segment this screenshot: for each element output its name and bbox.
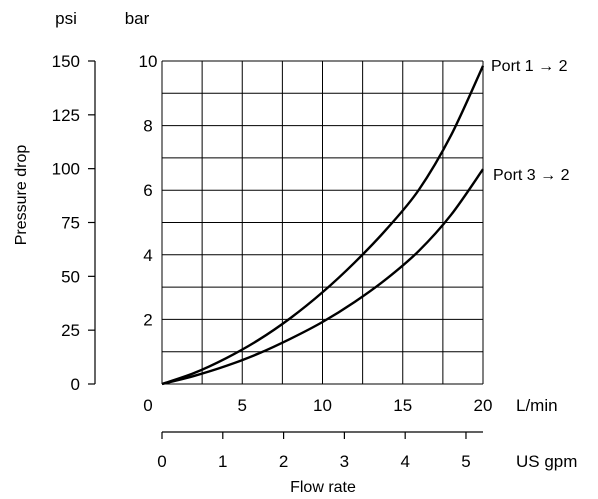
gpm-tick-label: 0 — [157, 452, 166, 471]
bar-unit-label: bar — [125, 9, 150, 28]
gpm-tick-label: 5 — [461, 452, 470, 471]
lpm-unit-label: L/min — [516, 396, 558, 415]
bar-tick-label: 4 — [143, 246, 152, 265]
lpm-tick-label: 5 — [238, 396, 247, 415]
series-lines — [161, 65, 485, 386]
gpm-tick-label: 4 — [400, 452, 409, 471]
series-label-port-1-2: Port 1 → 2 — [491, 58, 568, 75]
series-label-port-3-2: Port 3 → 2 — [493, 167, 570, 184]
bar-tick-label: 10 — [139, 52, 158, 71]
psi-unit-label: psi — [55, 9, 77, 28]
gpm-unit-label: US gpm — [516, 452, 577, 471]
bar-tick-label: 8 — [143, 117, 152, 136]
x-axis-title: Flow rate — [290, 479, 356, 496]
x-axes: 0 5 10 15 20 0 1 2 3 4 5 — [143, 396, 492, 471]
psi-tick-label: 25 — [61, 321, 80, 340]
gpm-tick-label: 1 — [218, 452, 227, 471]
psi-tick-label: 100 — [52, 160, 80, 179]
lpm-tick-label: 20 — [474, 396, 493, 415]
series-line-port-3-2 — [161, 168, 484, 386]
gpm-tick-label: 3 — [340, 452, 349, 471]
lpm-tick-label: 10 — [313, 396, 332, 415]
psi-tick-label: 50 — [61, 267, 80, 286]
lpm-tick-label: 0 — [143, 396, 152, 415]
bar-tick-label: 6 — [143, 181, 152, 200]
bar-tick-label: 2 — [143, 310, 152, 329]
lpm-tick-label: 15 — [393, 396, 412, 415]
psi-tick-label: 0 — [71, 375, 80, 394]
grid — [161, 60, 484, 385]
psi-tick-label: 75 — [61, 214, 80, 233]
y-axes: 0 25 50 75 100 125 150 2 4 6 8 10 — [52, 52, 158, 394]
psi-tick-label: 150 — [52, 52, 80, 71]
series-line-port-1-2 — [161, 65, 485, 386]
y-axis-title: Pressure drop — [13, 145, 30, 246]
gpm-tick-label: 2 — [279, 452, 288, 471]
psi-tick-label: 125 — [52, 106, 80, 125]
